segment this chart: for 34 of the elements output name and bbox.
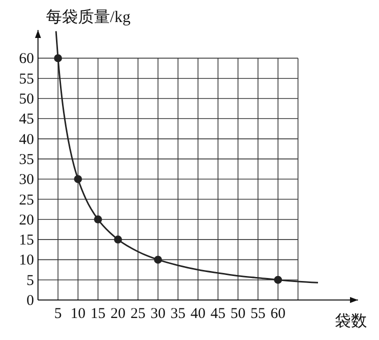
y-tick-label: 50: [19, 92, 34, 108]
y-tick-label: 60: [19, 51, 34, 68]
y-tick-label: 55: [19, 71, 34, 88]
line-series: [55, 30, 319, 284]
y-tick-label: 0: [26, 293, 34, 309]
y-tick-label: 30: [19, 172, 34, 188]
y-tick-label: 5: [26, 272, 34, 289]
x-tick-label: 25: [130, 306, 146, 322]
y-tick-label: 10: [19, 252, 34, 269]
x-tick-label: 50: [230, 306, 246, 322]
y-tick-label: 35: [19, 152, 34, 168]
x-tick-label: 60: [270, 306, 286, 322]
x-tick-label: 15: [90, 306, 106, 322]
x-tick-label: 35: [170, 306, 186, 322]
x-tick-label: 45: [210, 306, 226, 322]
x-tick-label: 20: [110, 306, 126, 322]
x-tick-label: 55: [250, 306, 266, 322]
y-tick-label: 25: [19, 192, 34, 208]
point: [114, 236, 122, 244]
x-tick-label: 10: [70, 306, 86, 322]
x-tick-label: 40: [190, 306, 206, 322]
point: [54, 54, 62, 62]
point: [94, 215, 102, 224]
x-tick-label: 5: [54, 306, 62, 322]
y-tick-label: 15: [19, 232, 34, 249]
y-tick-label: 40: [19, 132, 34, 148]
x-tick-label: 30: [150, 306, 166, 322]
point: [154, 256, 162, 264]
x-axis-title: 袋数: [335, 313, 367, 330]
point: [274, 276, 282, 284]
y-tick-label: 45: [19, 112, 34, 128]
y-axis-title: 每袋质量/kg: [46, 8, 130, 26]
y-tick-label: 20: [19, 212, 34, 228]
point: [74, 175, 82, 184]
